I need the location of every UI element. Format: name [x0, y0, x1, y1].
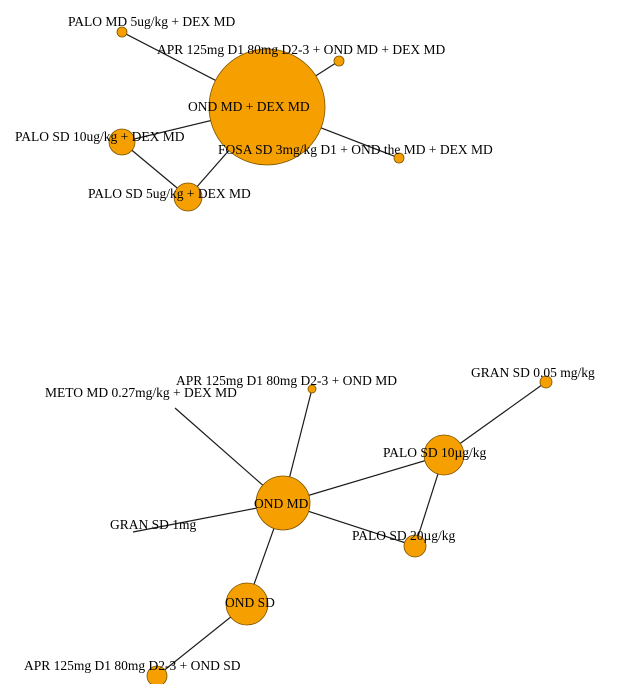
node-palo-md-5: [116, 26, 128, 38]
node-ond-md-dex: [208, 48, 326, 166]
edges-layer: [121, 31, 547, 677]
node-label-fosa: FOSA SD 3mg/kg D1 + OND the MD + DEX MD: [218, 142, 493, 157]
node-palo-sd-20ug: [403, 534, 427, 558]
node-label-gran-005: GRAN SD 0.05 mg/kg: [471, 365, 595, 380]
node-label-ond-md-dex: OND MD + DEX MD: [188, 99, 310, 114]
node-palo-sd-5: [173, 182, 203, 212]
node-label-meto: METO MD 0.27mg/kg + DEX MD: [45, 385, 237, 400]
node-label-apr-ond-md: APR 125mg D1 80mg D2-3 + OND MD: [176, 373, 397, 388]
node-apr-ond-md: [307, 384, 317, 394]
node-gran-005: [539, 375, 553, 389]
node-label-ond-md: OND MD: [254, 496, 309, 511]
edge-ond-md-to-palo-sd-10ug: [282, 454, 445, 504]
node-palo-sd-10ug: [423, 434, 465, 476]
node-label-palo-sd-20ug: PALO SD 20µg/kg: [352, 528, 456, 543]
node-palo-sd-10: [108, 128, 136, 156]
node-fosa: [393, 152, 405, 164]
node-label-apr-ond-sd: APR 125mg D1 80mg D2-3 + OND SD: [24, 658, 241, 673]
node-label-palo-sd-10ug: PALO SD 10µg/kg: [383, 445, 487, 460]
node-label-palo-md-5: PALO MD 5ug/kg + DEX MD: [68, 14, 236, 29]
labels-layer: PALO MD 5ug/kg + DEX MD APR 125mg D1 80mg…: [15, 14, 595, 673]
edge-palo-sd-10ug-to-gran-005: [443, 381, 547, 456]
node-label-gran-1: GRAN SD 1mg: [110, 517, 197, 532]
node-label-apr-ond-md-dex: APR 125mg D1 80mg D2-3 + OND MD + DEX MD: [157, 42, 445, 57]
node-ond-sd: [225, 582, 269, 626]
node-apr-ond-md-dex: [333, 55, 345, 67]
node-apr-ond-sd: [146, 665, 168, 684]
node-label-ond-sd: OND SD: [225, 595, 275, 610]
node-label-palo-sd-10: PALO SD 10ug/kg + DEX MD: [15, 129, 185, 144]
nodes-layer: [108, 26, 553, 684]
node-label-palo-sd-5: PALO SD 5ug/kg + DEX MD: [88, 186, 251, 201]
node-ond-md: [255, 475, 311, 531]
